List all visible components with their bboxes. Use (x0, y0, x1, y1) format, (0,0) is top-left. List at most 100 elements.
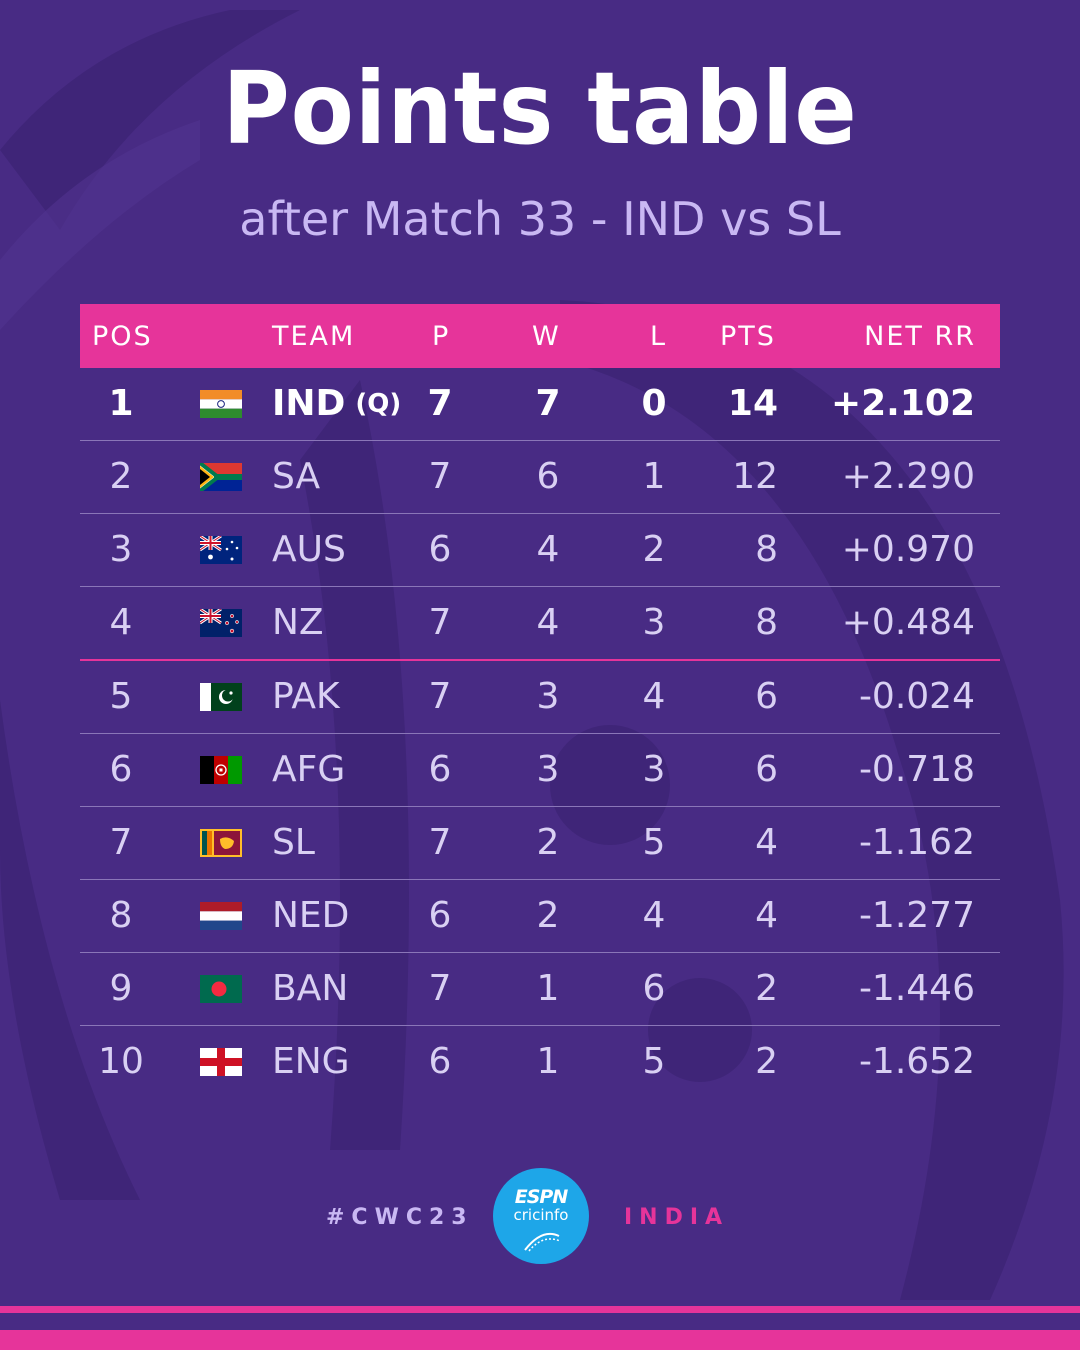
hashtag: #CWC23 (326, 1205, 474, 1230)
row-lost: 3 (642, 749, 666, 790)
row-team: ENG (272, 1041, 350, 1082)
row-played: 6 (428, 1041, 452, 1082)
row-net-run-rate: -1.652 (858, 1041, 975, 1082)
row-net-run-rate: +2.290 (841, 456, 975, 497)
row-lost: 0 (641, 383, 667, 424)
row-team: AFG (272, 749, 346, 790)
row-pos: 9 (109, 968, 133, 1009)
row-lost: 6 (642, 968, 666, 1009)
row-lost: 2 (642, 529, 666, 570)
row-played: 7 (428, 676, 452, 717)
header-team: TEAM (272, 321, 356, 352)
row-net-run-rate: -1.277 (858, 895, 975, 936)
table-header: POS TEAM P W L PTS NET RR (80, 304, 1000, 368)
row-won: 2 (536, 822, 560, 863)
bottom-stripe-thick (0, 1330, 1080, 1350)
row-points: 8 (755, 529, 778, 570)
row-points: 2 (755, 968, 778, 1009)
row-team: PAK (272, 676, 340, 717)
logo-cricinfo-text: cricinfo (513, 1206, 569, 1224)
row-played: 6 (428, 529, 452, 570)
south-africa-flag-icon (200, 463, 242, 491)
row-net-run-rate: -1.162 (858, 822, 975, 863)
row-team: NED (272, 895, 350, 936)
new-zealand-flag-icon (200, 609, 242, 637)
row-net-run-rate: +2.102 (830, 383, 975, 424)
row-won: 4 (536, 602, 560, 643)
pakistan-flag-icon (200, 683, 242, 711)
row-points: 2 (755, 1041, 778, 1082)
row-team: SA (272, 456, 321, 497)
page-title: Points table (222, 50, 858, 167)
header-played: P (432, 321, 451, 352)
row-won: 3 (536, 749, 560, 790)
england-flag-icon (200, 1048, 242, 1076)
row-points: 12 (732, 456, 778, 497)
header-net-run-rate: NET RR (864, 321, 976, 352)
row-team: AUS (272, 529, 346, 570)
row-played: 6 (428, 895, 452, 936)
row-points: 4 (755, 895, 778, 936)
table-row: 7 SL 7 2 5 4 -1.162 (80, 807, 1000, 880)
espncricinfo-logo: ESPN cricinfo (493, 1168, 589, 1264)
row-points: 4 (755, 822, 778, 863)
row-played: 7 (428, 968, 452, 1009)
row-played: 6 (428, 749, 452, 790)
row-won: 7 (535, 383, 561, 424)
row-pos: 1 (108, 383, 134, 424)
row-points: 6 (755, 749, 778, 790)
row-points: 8 (755, 602, 778, 643)
qualified-tag: (Q) (355, 389, 402, 419)
points-table: POS TEAM P W L PTS NET RR 1 IND (Q) 7 7 0… (80, 304, 1000, 1098)
row-won: 3 (536, 676, 560, 717)
table-row: 2 SA 7 6 1 12 +2.290 (80, 441, 1000, 514)
table-row: 6 AFG 6 3 3 6 -0.718 (80, 734, 1000, 807)
table-row: 9 BAN 7 1 6 2 -1.446 (80, 953, 1000, 1026)
row-net-run-rate: -0.718 (858, 749, 975, 790)
row-pos: 5 (109, 676, 133, 717)
row-played: 7 (428, 456, 452, 497)
row-lost: 1 (642, 456, 666, 497)
row-won: 6 (536, 456, 560, 497)
afghanistan-flag-icon (200, 756, 242, 784)
row-lost: 5 (642, 1041, 666, 1082)
row-lost: 4 (642, 895, 666, 936)
row-points: 14 (727, 383, 778, 424)
row-played: 7 (428, 602, 452, 643)
india-flag-icon (200, 390, 242, 418)
bangladesh-flag-icon (200, 975, 242, 1003)
table-row: 5 PAK 7 3 4 6 -0.024 (80, 661, 1000, 734)
row-team: IND (272, 383, 346, 424)
row-lost: 5 (642, 822, 666, 863)
country-label: INDIA (624, 1205, 730, 1230)
row-played: 7 (428, 822, 452, 863)
header-won: W (532, 321, 561, 352)
row-won: 4 (536, 529, 560, 570)
header-points: PTS (720, 321, 776, 352)
row-points: 6 (755, 676, 778, 717)
table-row: 4 NZ 7 4 3 8 +0.484 (80, 587, 1000, 661)
row-net-run-rate: +0.970 (841, 529, 975, 570)
row-pos: 7 (109, 822, 133, 863)
row-won: 1 (536, 1041, 560, 1082)
netherlands-flag-icon (200, 902, 242, 930)
table-row: 8 NED 6 2 4 4 -1.277 (80, 880, 1000, 953)
row-lost: 3 (642, 602, 666, 643)
logo-espn-text: ESPN (514, 1186, 569, 1208)
row-pos: 2 (109, 456, 133, 497)
row-team: BAN (272, 968, 349, 1009)
table-row: 10 ENG 6 1 5 2 -1.652 (80, 1026, 1000, 1098)
row-pos: 4 (109, 602, 133, 643)
bottom-stripe-thin (0, 1306, 1080, 1313)
cricket-ball-icon (524, 1232, 561, 1252)
table-row: 3 AUS 6 4 2 8 +0.970 (80, 514, 1000, 587)
row-played: 7 (427, 383, 453, 424)
row-net-run-rate: -1.446 (858, 968, 975, 1009)
header-lost: L (650, 321, 668, 352)
row-lost: 4 (642, 676, 666, 717)
row-pos: 8 (109, 895, 133, 936)
australia-flag-icon (200, 536, 242, 564)
page-subtitle: after Match 33 - IND vs SL (239, 192, 841, 246)
header-pos: POS (92, 321, 153, 352)
